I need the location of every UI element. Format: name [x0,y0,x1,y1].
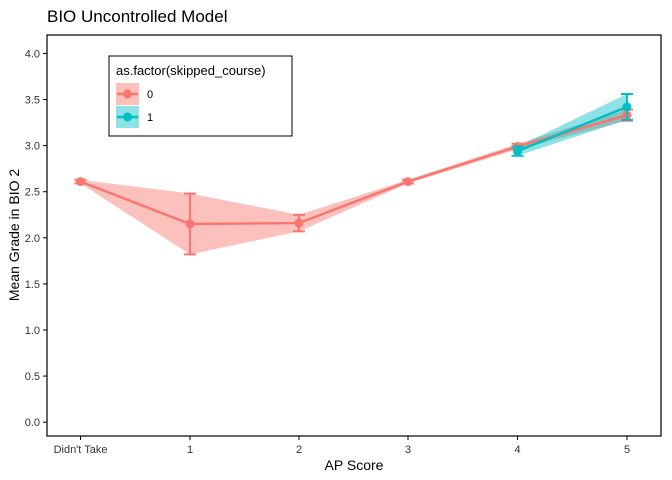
chart-title: BIO Uncontrolled Model [47,7,227,26]
x-tick-label: Didn't Take [54,444,108,456]
x-tick-label: 3 [405,444,411,456]
data-point-0 [185,219,195,229]
legend-key-point-0 [123,89,132,99]
legend-label-0: 0 [147,89,153,101]
data-point-0 [403,177,413,187]
legend-title: as.factor(skipped_course) [116,63,266,78]
data-point-0 [76,177,85,187]
y-tick-label: 1.5 [25,279,40,291]
legend-key-point-1 [123,112,132,122]
y-tick-label: 0.0 [25,417,40,429]
data-point-1 [622,102,632,112]
y-tick-label: 3.0 [25,141,40,153]
y-tick-label: 3.5 [25,95,40,107]
x-tick-label: 1 [187,444,193,456]
legend-box [108,55,293,137]
y-axis: 0.0 0.5 1.0 1.5 2.0 2.5 3.0 3.5 4.0 [25,48,47,429]
x-tick-label: 4 [514,444,520,456]
x-axis: Didn't Take 1 2 3 4 5 [54,436,630,456]
legend-label-1: 1 [147,112,153,124]
y-tick-label: 2.0 [25,233,40,245]
x-tick-label: 2 [296,444,302,456]
x-tick-label: 5 [624,444,630,456]
series-line-1 [517,105,628,153]
series-marks [74,92,633,256]
series-line-0 [80,114,628,226]
confidence-band-1 [517,93,627,156]
y-tick-label: 0.5 [25,371,40,383]
x-axis-label: AP Score [325,457,384,473]
y-axis-label: Mean Grade in BIO 2 [6,169,22,302]
confidence-band-0 [80,109,627,255]
legend: as.factor(skipped_course) 01 [108,55,293,137]
data-point-1 [513,146,522,156]
y-tick-label: 4.0 [25,48,40,60]
legend-keys: 01 [116,83,153,128]
y-tick-label: 1.0 [25,325,40,337]
data-point-0 [294,218,304,228]
y-tick-label: 2.5 [25,187,40,199]
plot-panel [46,34,662,437]
